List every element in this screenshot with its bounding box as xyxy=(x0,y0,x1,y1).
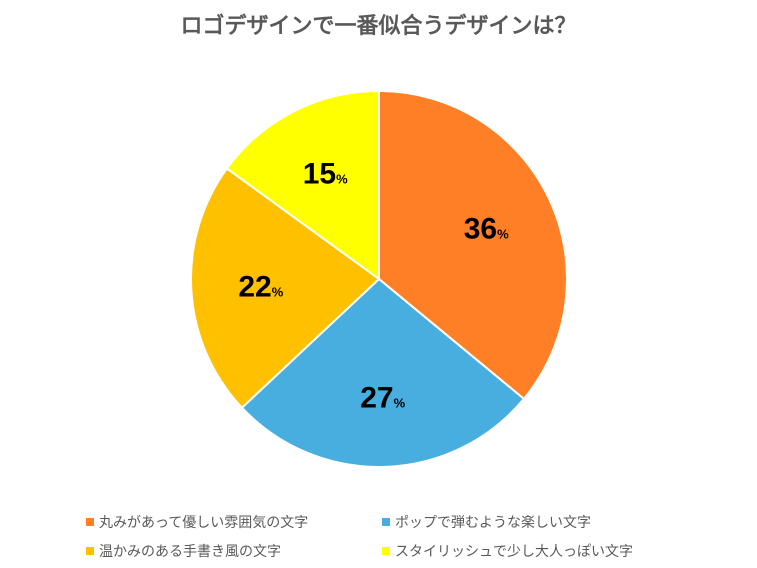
pie-slice-warm-handwritten xyxy=(190,167,381,410)
legend-swatch-stylish-mature xyxy=(382,547,390,555)
legend-item-pop-bouncy: ポップで弾むような楽しい文字 xyxy=(382,512,702,532)
legend-item-stylish-mature: スタイリッシュで少し大人っぽい文字 xyxy=(382,541,702,561)
legend-label-rounded-gentle: 丸みがあって優しい雰囲気の文字 xyxy=(99,515,309,531)
pie-slice-stylish-mature xyxy=(225,89,380,281)
pie-slice-rounded-gentle xyxy=(378,89,568,401)
data-label-pop-bouncy: 27% xyxy=(360,381,405,414)
chart-legend: 丸みがあって優しい雰囲気の文字 ポップで弾むような楽しい文字 温かみのある手書き… xyxy=(86,512,726,561)
chart-title: ロゴデザインで一番似合うデザインは？ xyxy=(180,14,577,39)
legend-item-warm-handwritten: 温かみのある手書き風の文字 xyxy=(86,541,382,561)
legend-swatch-rounded-gentle xyxy=(86,518,94,526)
data-label-stylish-mature: 15% xyxy=(303,157,348,190)
legend-item-rounded-gentle: 丸みがあって優しい雰囲気の文字 xyxy=(86,512,382,532)
data-label-rounded-gentle: 36% xyxy=(464,213,509,246)
legend-label-warm-handwritten: 温かみのある手書き風の文字 xyxy=(99,544,281,560)
pie-slice-pop-bouncy xyxy=(240,277,526,468)
legend-swatch-warm-handwritten xyxy=(86,547,94,555)
data-label-warm-handwritten: 22% xyxy=(238,270,283,303)
legend-swatch-pop-bouncy xyxy=(382,518,390,526)
legend-label-stylish-mature: スタイリッシュで少し大人っぽい文字 xyxy=(395,544,633,560)
legend-label-pop-bouncy: ポップで弾むような楽しい文字 xyxy=(395,515,591,531)
pie-chart: 36% 27% 22% 15% xyxy=(190,89,568,468)
